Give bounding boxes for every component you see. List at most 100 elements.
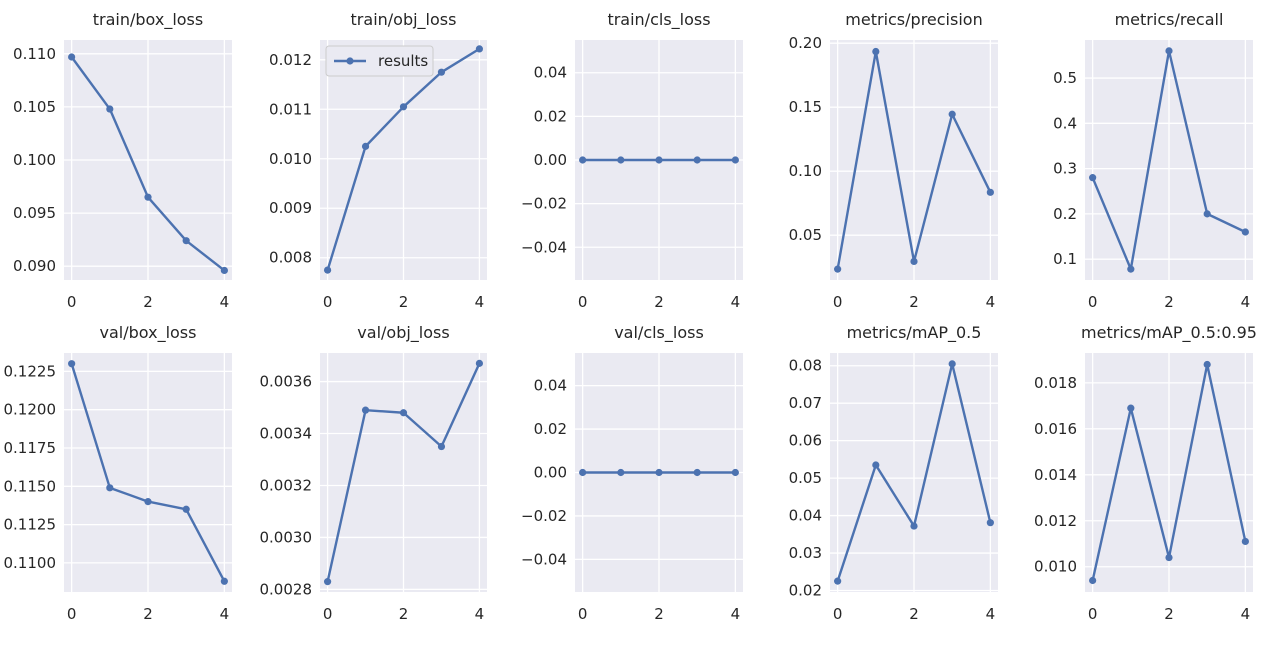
x-tick-label: 4 bbox=[731, 293, 741, 311]
data-point bbox=[1127, 404, 1135, 412]
data-point bbox=[731, 468, 739, 477]
y-tick-label: 0.10 bbox=[789, 162, 822, 180]
y-tick-label: 0.1100 bbox=[4, 554, 57, 572]
y-tick-label: 0.095 bbox=[13, 204, 56, 222]
x-tick-label: 0 bbox=[833, 605, 843, 623]
subplot-train-obj-loss: 0.008 0.009 0.010 0.011 0.012 0 2 4 train/obj_lo… bbox=[269, 10, 487, 311]
data-point bbox=[1089, 576, 1097, 585]
x-tick-label: 0 bbox=[578, 605, 588, 623]
y-tick-label: 0.0032 bbox=[260, 476, 313, 494]
y-tick-label: −0.04 bbox=[521, 238, 567, 256]
subplot-val-box-loss: 0.1100 0.1125 0.1150 0.1175 0.1200 0.1225 0 2 4 v… bbox=[4, 323, 232, 623]
x-tick-label: 2 bbox=[909, 293, 919, 311]
y-tick-label: 0.20 bbox=[789, 34, 822, 52]
x-tick-label: 0 bbox=[1088, 605, 1098, 623]
data-point bbox=[220, 266, 228, 275]
data-point bbox=[986, 188, 994, 196]
data-point bbox=[872, 461, 880, 469]
data-point bbox=[579, 468, 587, 477]
data-point bbox=[834, 265, 842, 273]
x-tick-label: 4 bbox=[986, 293, 996, 311]
y-tick-label: 0.02 bbox=[534, 107, 567, 125]
y-tick-label: 0.1175 bbox=[4, 439, 57, 457]
x-tick-label: 0 bbox=[833, 293, 843, 311]
y-tick-label: 0.15 bbox=[789, 98, 822, 116]
subplot-train-cls-loss: −0.04 −0.02 0.00 0.02 0.04 0 2 4 train/cls_loss bbox=[521, 10, 743, 311]
x-tick-label: 0 bbox=[323, 605, 333, 623]
y-tick-label: 0.100 bbox=[13, 151, 56, 169]
data-point bbox=[144, 498, 152, 506]
y-tick-label: 0.016 bbox=[1034, 420, 1077, 438]
y-tick-label: 0.4 bbox=[1053, 114, 1077, 132]
x-tick-label: 2 bbox=[399, 293, 409, 311]
y-tick-label: 0.04 bbox=[789, 507, 822, 525]
legend-point-marker bbox=[346, 57, 354, 65]
subplot-train-box-loss: 0.090 0.095 0.100 0.105 0.110 0 2 4 train/box_lo… bbox=[13, 10, 232, 311]
subplot-title: metrics/precision bbox=[845, 10, 982, 29]
y-tick-label: 0.04 bbox=[534, 64, 567, 82]
y-tick-label: 0.011 bbox=[269, 100, 312, 118]
x-tick-label: 4 bbox=[220, 293, 230, 311]
y-tick-label: 0.00 bbox=[534, 151, 567, 169]
y-tick-label: 0.0034 bbox=[260, 425, 313, 443]
x-tick-label: 0 bbox=[67, 605, 77, 623]
y-tick-label: 0.012 bbox=[269, 51, 312, 69]
x-tick-label: 4 bbox=[986, 605, 996, 623]
data-point bbox=[437, 68, 446, 76]
subplot-val-obj-loss: 0.0028 0.0030 0.0032 0.0034 0.0036 0 2 4 val/obj… bbox=[260, 323, 487, 623]
data-point bbox=[693, 156, 701, 164]
data-point bbox=[693, 468, 701, 477]
y-tick-label: 0.014 bbox=[1034, 466, 1077, 484]
y-tick-label: 0.1 bbox=[1053, 250, 1077, 268]
x-tick-label: 2 bbox=[399, 605, 409, 623]
y-tick-label: 0.1125 bbox=[4, 516, 57, 534]
data-point bbox=[361, 406, 370, 414]
data-point bbox=[68, 360, 76, 368]
data-point bbox=[617, 156, 625, 164]
y-tick-label: 0.0036 bbox=[260, 373, 313, 391]
x-tick-label: 4 bbox=[475, 605, 485, 623]
y-tick-label: 0.05 bbox=[789, 469, 822, 487]
subplot-val-cls-loss: −0.04 −0.02 0.00 0.02 0.04 0 2 4 val/cls_loss bbox=[521, 323, 743, 623]
data-point bbox=[910, 522, 918, 530]
subplot-title: val/cls_loss bbox=[614, 323, 704, 343]
subplot-metrics-precision: 0.05 0.10 0.15 0.20 0 2 4 metrics/precision bbox=[789, 10, 998, 311]
data-point bbox=[323, 266, 332, 274]
subplot-metrics-map-0-5-0-95: 0.010 0.012 0.014 0.016 0.018 0 2 4 metrics/mAP_… bbox=[1034, 323, 1257, 623]
x-tick-label: 2 bbox=[143, 293, 153, 311]
legend-box bbox=[325, 45, 434, 77]
y-tick-label: 0.008 bbox=[269, 249, 312, 267]
subplot-title: train/obj_loss bbox=[351, 10, 457, 30]
y-tick-label: 0.090 bbox=[13, 257, 56, 275]
x-tick-label: 4 bbox=[1241, 293, 1251, 311]
data-point bbox=[986, 519, 994, 527]
subplot-title: train/box_loss bbox=[93, 10, 203, 30]
data-point bbox=[475, 359, 484, 367]
y-tick-label: 0.08 bbox=[789, 357, 822, 375]
x-tick-label: 2 bbox=[909, 605, 919, 623]
y-tick-label: 0.2 bbox=[1053, 205, 1077, 223]
x-tick-label: 0 bbox=[67, 293, 77, 311]
subplot-metrics-map-0-5: 0.02 0.03 0.04 0.05 0.06 0.07 0.08 0 2 4 metrics/m… bbox=[789, 323, 998, 623]
y-tick-label: 0.0028 bbox=[260, 580, 313, 598]
data-point bbox=[361, 142, 370, 150]
data-point bbox=[475, 45, 484, 53]
y-tick-label: 0.018 bbox=[1034, 374, 1077, 392]
subplot-title: metrics/recall bbox=[1115, 10, 1224, 29]
x-tick-label: 0 bbox=[1088, 293, 1098, 311]
y-tick-label: 0.010 bbox=[269, 150, 312, 168]
y-tick-label: 0.012 bbox=[1034, 512, 1077, 530]
data-point bbox=[437, 442, 446, 451]
y-tick-label: 0.06 bbox=[789, 432, 822, 450]
subplot-title: metrics/mAP_0.5:0.95 bbox=[1081, 323, 1257, 343]
data-point bbox=[182, 237, 190, 245]
x-tick-label: 2 bbox=[143, 605, 153, 623]
y-tick-label: 0.05 bbox=[789, 226, 822, 244]
data-point bbox=[948, 110, 956, 118]
y-tick-label: 0.010 bbox=[1034, 558, 1077, 576]
subplot-title: val/box_loss bbox=[100, 323, 197, 343]
x-tick-label: 2 bbox=[1164, 605, 1174, 623]
subplot-title: train/cls_loss bbox=[607, 10, 710, 30]
y-tick-label: 0.110 bbox=[13, 45, 56, 63]
